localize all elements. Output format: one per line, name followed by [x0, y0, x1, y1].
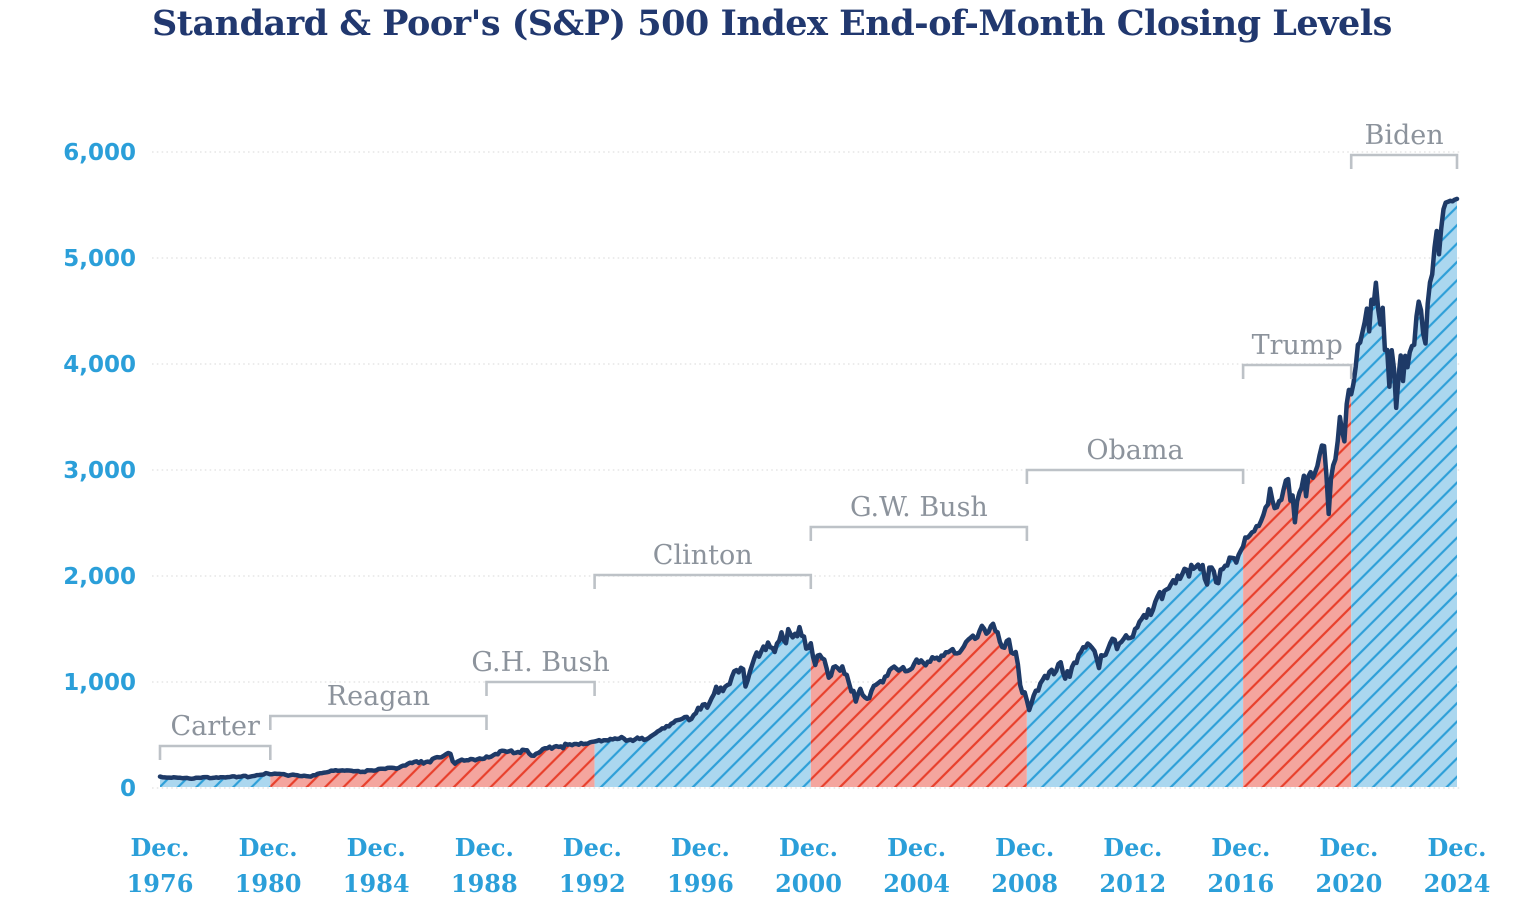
era-bracket-clinton	[593, 573, 813, 589]
y-tick-label: 1,000	[63, 670, 136, 696]
x-tick-label-month: Dec.	[347, 833, 406, 862]
x-tick-label-year: 1996	[667, 869, 734, 896]
era-area-g-w-bush	[810, 623, 1027, 787]
x-tick-label-month: Dec.	[1103, 833, 1162, 862]
x-tick-label-year: 2008	[991, 869, 1058, 896]
x-tick-label-month: Dec.	[995, 833, 1054, 862]
x-tick-label-year: 2004	[883, 869, 950, 896]
era-bracket-obama	[1025, 468, 1245, 484]
x-tick-label-year: 2012	[1099, 869, 1166, 896]
x-tick-label-year: 2000	[775, 869, 842, 896]
x-tick-label-month: Dec.	[887, 833, 946, 862]
y-tick-label: 4,000	[63, 352, 136, 378]
era-label-clinton: Clinton	[653, 540, 753, 571]
era-area-g-h-bush	[486, 741, 595, 787]
y-axis-labels: 0 1,000 2,000 3,000 4,000 5,000 6,000	[63, 140, 136, 802]
era-label-reagan: Reagan	[327, 681, 430, 712]
x-tick-label-year: 1992	[559, 869, 626, 896]
x-tick-label-year: 2020	[1316, 869, 1383, 896]
x-tick-label-year: 1988	[451, 869, 518, 896]
x-tick-label-year: 2016	[1207, 869, 1274, 896]
era-bracket-g-h-bush	[485, 680, 596, 696]
x-tick-label-month: Dec.	[455, 833, 514, 862]
era-label-carter: Carter	[170, 711, 259, 742]
era-bracket-trump	[1241, 363, 1353, 379]
era-bracket-reagan	[269, 714, 488, 730]
page-title: Standard & Poor's (S&P) 500 Index End-of…	[152, 3, 1392, 44]
era-area-obama	[1026, 546, 1244, 787]
x-tick-label-month: Dec.	[130, 833, 189, 862]
x-tick-label-year: 1976	[127, 869, 194, 896]
era-bracket-biden	[1349, 153, 1459, 169]
era-annotations: Carter Reagan G.H. Bush Clinton G.W. Bush Oba…	[158, 120, 1459, 760]
x-tick-label-month: Dec.	[671, 833, 730, 862]
y-tick-label: 0	[120, 776, 136, 802]
x-tick-label-year: 1984	[343, 869, 410, 896]
era-bracket-carter	[158, 744, 272, 760]
y-tick-label: 5,000	[63, 246, 136, 272]
era-label-g-w-bush: G.W. Bush	[850, 492, 988, 523]
x-tick-label-month: Dec.	[1427, 833, 1486, 862]
era-label-trump: Trump	[1252, 330, 1343, 361]
x-tick-label-month: Dec.	[239, 833, 298, 862]
y-tick-label: 2,000	[63, 564, 136, 590]
era-label-g-h-bush: G.H. Bush	[471, 647, 609, 678]
x-tick-label-month: Dec.	[779, 833, 838, 862]
x-tick-label-month: Dec.	[1211, 833, 1270, 862]
era-label-biden: Biden	[1365, 120, 1444, 151]
x-tick-label-year: 2024	[1424, 869, 1491, 896]
x-axis-labels: Dec. 1976 Dec. 1980 Dec. 1984 Dec. 1988 Dec. 1992…	[127, 833, 1491, 898]
y-tick-label: 3,000	[63, 458, 136, 484]
y-tick-label: 6,000	[63, 140, 136, 166]
x-tick-label-year: 1980	[235, 869, 302, 896]
sp500-line	[157, 196, 1460, 782]
x-tick-label-month: Dec.	[1319, 833, 1378, 862]
era-label-obama: Obama	[1086, 435, 1183, 466]
era-area-biden	[1351, 198, 1457, 787]
era-bracket-g-w-bush	[809, 525, 1029, 541]
x-tick-label-month: Dec.	[563, 833, 622, 862]
